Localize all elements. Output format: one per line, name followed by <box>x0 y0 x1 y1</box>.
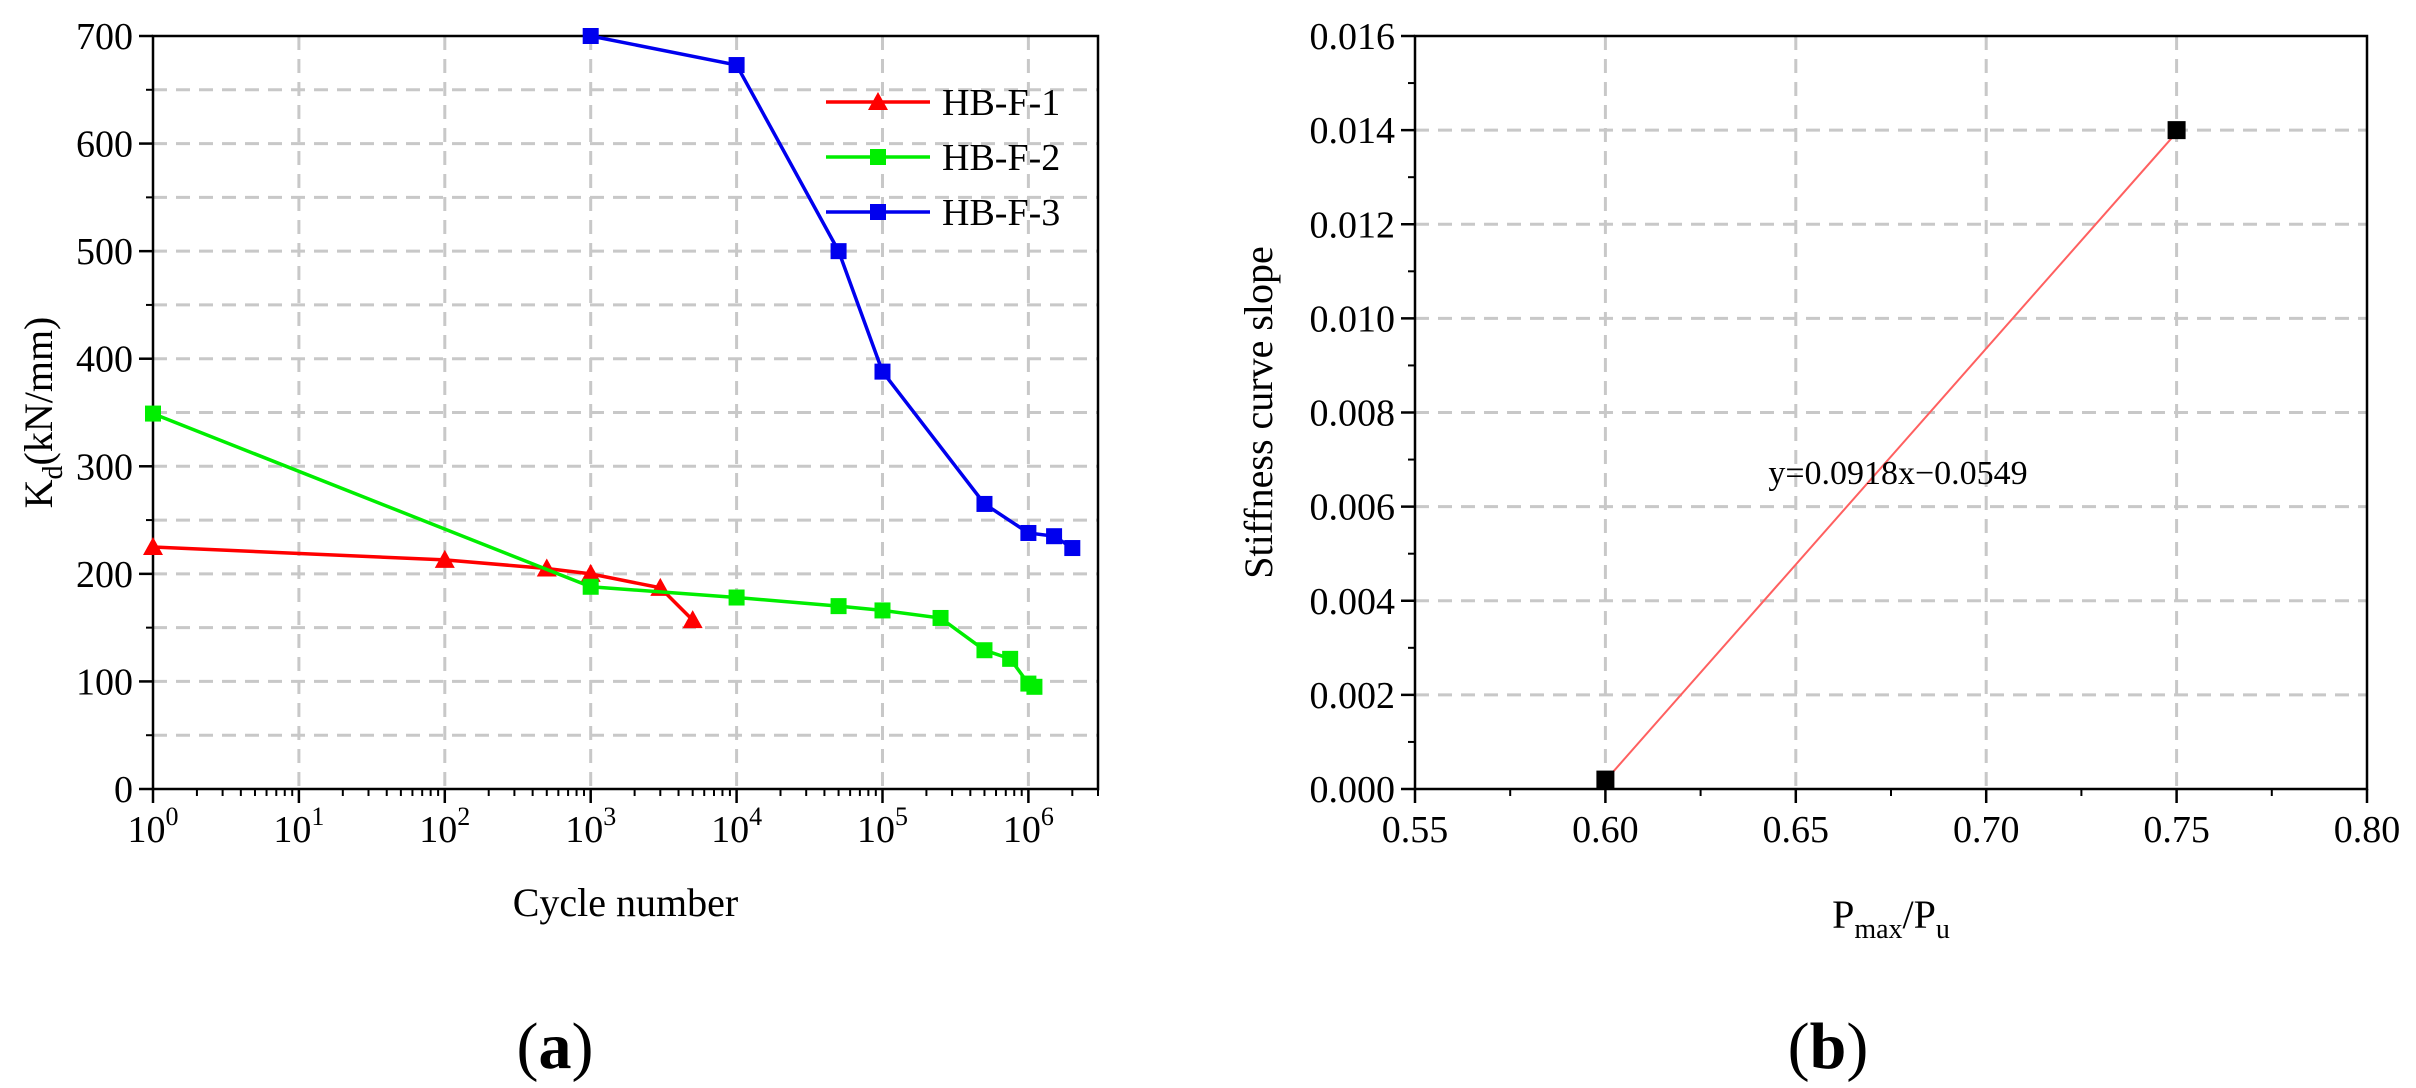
panel-b-chart: 0.000 0.002 0.004 0.006 0.008 0.010 0.012 0.014… <box>1236 16 2400 1083</box>
legend-label: HB-F-1 <box>942 82 1060 124</box>
data-point-triangle <box>434 549 455 568</box>
data-point-square <box>1026 678 1043 695</box>
data-point-triangle <box>682 610 703 629</box>
data-point-square <box>1020 524 1037 541</box>
data-point-square <box>1002 650 1019 667</box>
data-point-square <box>2167 121 2186 140</box>
legend-label: HB-F-3 <box>942 192 1060 234</box>
data-point-square <box>145 405 161 422</box>
panel-b-grid <box>1415 36 2367 789</box>
data-point-square <box>976 495 993 512</box>
panel-label-a: (a) <box>517 1010 594 1083</box>
data-point-square <box>728 57 745 74</box>
data-point-square <box>874 363 891 380</box>
series-hb-f-3 <box>582 28 1081 557</box>
data-point-square <box>874 602 891 619</box>
x-tick-label: 105 <box>857 802 908 851</box>
y-tick-label: 0.002 <box>1310 675 1396 717</box>
y-tick-label: 0 <box>114 769 133 811</box>
data-point-square <box>830 243 847 260</box>
x-tick-label: 0.60 <box>1572 809 1639 851</box>
legend-label: HB-F-2 <box>942 137 1060 179</box>
x-tick-label: 0.65 <box>1763 809 1830 851</box>
x-tick-label: 101 <box>273 802 324 851</box>
y-tick-label: 0.004 <box>1310 581 1396 623</box>
data-point-square <box>1064 540 1081 557</box>
y-tick-label: 0.008 <box>1310 393 1396 435</box>
fit-line <box>1604 131 2178 782</box>
fit-equation-label: y=0.0918x−0.0549 <box>1768 455 2027 492</box>
data-point-square <box>870 204 886 220</box>
panel-a-series <box>143 28 1081 695</box>
data-point-square <box>870 149 886 165</box>
y-tick-label: 100 <box>76 661 133 703</box>
x-axis-label: Pmax/Pu <box>1832 892 1950 945</box>
y-axis-label: Kd(kN/mm) <box>16 317 69 509</box>
x-tick-label: 0.80 <box>2334 809 2401 851</box>
series-line <box>152 545 694 622</box>
y-tick-label: 0.014 <box>1310 110 1396 152</box>
data-point-triangle <box>580 563 601 582</box>
x-axis-label: Cycle number <box>513 880 739 925</box>
y-tick-label: 500 <box>76 231 133 273</box>
y-tick-label: 0.006 <box>1310 487 1396 529</box>
x-tick-label: 0.75 <box>2143 809 2210 851</box>
data-point-square <box>1046 528 1063 545</box>
x-tick-label: 103 <box>565 802 616 851</box>
x-tick-label: 106 <box>1003 802 1054 851</box>
panel-a-grid <box>153 36 1098 789</box>
data-point-square <box>932 609 949 626</box>
data-point-square <box>830 598 847 615</box>
x-tick-label: 0.55 <box>1382 809 1449 851</box>
data-point-square <box>582 578 599 595</box>
panel-label-b: (b) <box>1788 1010 1869 1083</box>
y-axis-label: Stiffness curve slope <box>1236 246 1281 579</box>
series-hb-f-2 <box>145 405 1043 695</box>
y-tick-label: 700 <box>76 16 133 58</box>
y-tick-label: 0.016 <box>1310 16 1396 58</box>
data-point-square <box>1596 770 1615 789</box>
y-tick-label: 0.010 <box>1310 298 1396 340</box>
data-point-square <box>728 589 745 606</box>
data-point-triangle <box>868 92 888 110</box>
y-tick-label: 300 <box>76 446 133 488</box>
x-tick-label: 0.70 <box>1953 809 2020 851</box>
y-tick-label: 0.000 <box>1310 769 1396 811</box>
data-point-square <box>976 642 993 659</box>
series-hb-f-1 <box>143 536 703 629</box>
x-tick-label: 104 <box>711 802 762 851</box>
data-point-square <box>582 28 599 44</box>
data-point-triangle <box>143 536 163 555</box>
x-tick-label: 100 <box>128 802 179 851</box>
y-tick-label: 600 <box>76 124 133 166</box>
y-tick-label: 0.012 <box>1310 204 1396 246</box>
panel-a-legend: HB-F-1 HB-F-2 HB-F-3 <box>826 82 1060 234</box>
y-tick-label: 400 <box>76 339 133 381</box>
y-tick-label: 200 <box>76 554 133 596</box>
x-tick-label: 102 <box>419 802 470 851</box>
series-line <box>152 411 1036 689</box>
